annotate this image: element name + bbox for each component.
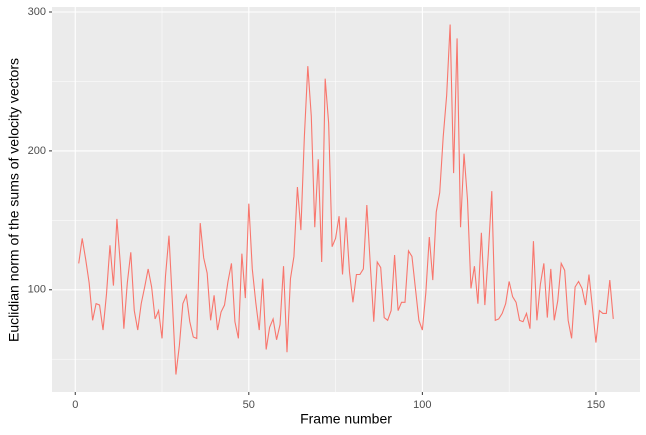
line <box>78 24 614 375</box>
y-tick-label: 100 <box>28 284 46 296</box>
panel <box>52 7 640 392</box>
x-tick-label: 150 <box>587 399 605 411</box>
y-tick-label: 200 <box>28 145 46 157</box>
x-axis-title: Frame number <box>300 411 392 427</box>
x-tick-label: 50 <box>243 399 255 411</box>
x-tick-label: 100 <box>413 399 431 411</box>
y-axis-title: Euclidian norm of the sums of velocity v… <box>6 58 22 342</box>
y-tick-label: 300 <box>28 6 46 18</box>
x-tick-label: 0 <box>72 399 78 411</box>
